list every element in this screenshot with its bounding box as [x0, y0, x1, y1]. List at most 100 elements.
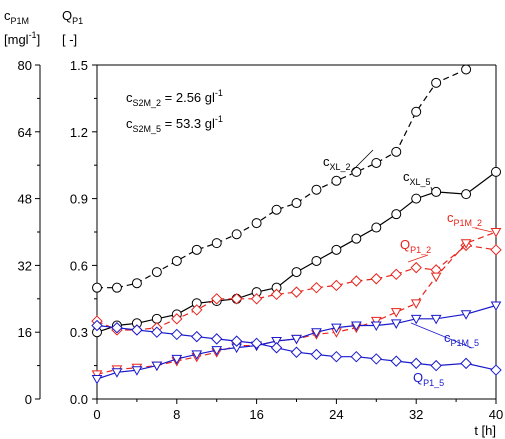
data-point	[131, 278, 142, 289]
data-point	[191, 330, 203, 343]
data-point	[231, 229, 242, 240]
data-point	[111, 368, 123, 378]
data-point	[430, 359, 442, 372]
series-label: cP1M_5	[444, 330, 479, 348]
data-point	[311, 255, 322, 266]
series-c-P1M_5	[91, 301, 502, 385]
data-point	[410, 299, 422, 309]
data-point	[371, 157, 382, 168]
right-axis-tick-label: 0.6	[70, 258, 88, 273]
series-label: QP1_2	[400, 237, 431, 255]
x-axis-tick-label: 0	[93, 407, 100, 422]
data-point	[131, 324, 143, 336]
data-point	[351, 233, 362, 244]
series-label: cXL_2	[323, 154, 351, 172]
data-point	[350, 321, 362, 332]
data-point	[250, 293, 263, 305]
series-label-leader	[350, 149, 374, 173]
x-axis-tick-label: 16	[249, 407, 263, 422]
data-point	[230, 293, 243, 305]
x-axis-tick-label: 8	[173, 407, 180, 422]
data-point	[390, 308, 402, 318]
data-point	[91, 319, 103, 332]
x-axis-tick-label: 40	[489, 407, 503, 422]
data-point	[230, 335, 243, 347]
data-point	[411, 106, 422, 117]
data-point	[490, 228, 502, 238]
data-point	[111, 282, 122, 293]
data-point	[250, 337, 263, 350]
data-point	[370, 321, 382, 332]
data-point	[251, 218, 262, 229]
data-point	[270, 288, 283, 301]
data-point	[370, 316, 382, 327]
data-point	[390, 268, 402, 281]
data-point	[461, 64, 472, 75]
x-axis-tick-label: 32	[409, 407, 423, 422]
x-axis-label: t [h]	[474, 423, 496, 438]
condition-s2m-5: cS2M_5 = 53.3 gl-1	[126, 114, 223, 134]
data-point	[330, 350, 343, 363]
series-Q-P1_5	[91, 319, 502, 376]
data-point	[151, 267, 162, 278]
data-point	[371, 222, 382, 233]
data-point	[410, 357, 422, 370]
data-point	[270, 342, 283, 354]
data-point	[211, 238, 222, 249]
data-point	[460, 239, 472, 249]
data-point	[151, 313, 162, 324]
data-point	[91, 374, 103, 385]
data-point	[210, 293, 223, 305]
data-point	[491, 166, 501, 177]
data-point	[171, 313, 183, 325]
data-point	[310, 348, 323, 361]
data-point	[331, 244, 342, 255]
data-point	[460, 310, 472, 320]
data-point	[290, 286, 303, 298]
data-point	[430, 272, 442, 283]
data-point	[171, 255, 182, 266]
series-label-leader	[430, 186, 433, 192]
data-point	[490, 364, 502, 376]
data-point	[390, 355, 402, 367]
data-point	[490, 301, 502, 311]
series-label: cP1M_2	[447, 210, 482, 228]
data-point	[431, 77, 442, 88]
data-point	[391, 146, 402, 157]
series-c-XL_5	[92, 166, 501, 338]
data-point	[370, 273, 383, 285]
left-axis-tick-label: 80	[18, 58, 32, 73]
left-axis-label-unit: [mgl-1]	[4, 30, 40, 47]
right-axis-label-name: QP1	[62, 8, 83, 26]
data-point	[351, 166, 362, 177]
data-point	[191, 350, 203, 360]
data-point	[310, 281, 323, 294]
data-point	[370, 353, 383, 365]
data-point	[410, 314, 422, 325]
series-label: cXL_5	[403, 169, 431, 187]
data-point	[131, 366, 143, 376]
data-point	[210, 333, 223, 345]
data-point	[291, 334, 302, 345]
right-axis-tick-label: 1.2	[70, 125, 88, 140]
data-point	[271, 336, 282, 347]
left-axis-tick-label: 64	[18, 125, 32, 140]
right-axis-label-unit: [ -]	[62, 32, 77, 47]
series-label-leader	[407, 254, 429, 263]
data-point	[410, 261, 422, 274]
data-point	[290, 346, 303, 358]
data-point	[151, 361, 163, 372]
data-point	[191, 244, 202, 255]
data-point	[311, 184, 322, 195]
data-point	[490, 244, 502, 256]
left-axis-label-name: cP1M	[4, 8, 29, 26]
series-label-leader	[410, 322, 473, 349]
right-axis-tick-label: 0.9	[70, 192, 88, 207]
data-point	[331, 323, 342, 334]
data-point	[291, 267, 302, 278]
data-point	[350, 350, 363, 363]
data-point	[291, 198, 302, 209]
data-point	[171, 354, 183, 365]
data-point	[411, 193, 422, 204]
